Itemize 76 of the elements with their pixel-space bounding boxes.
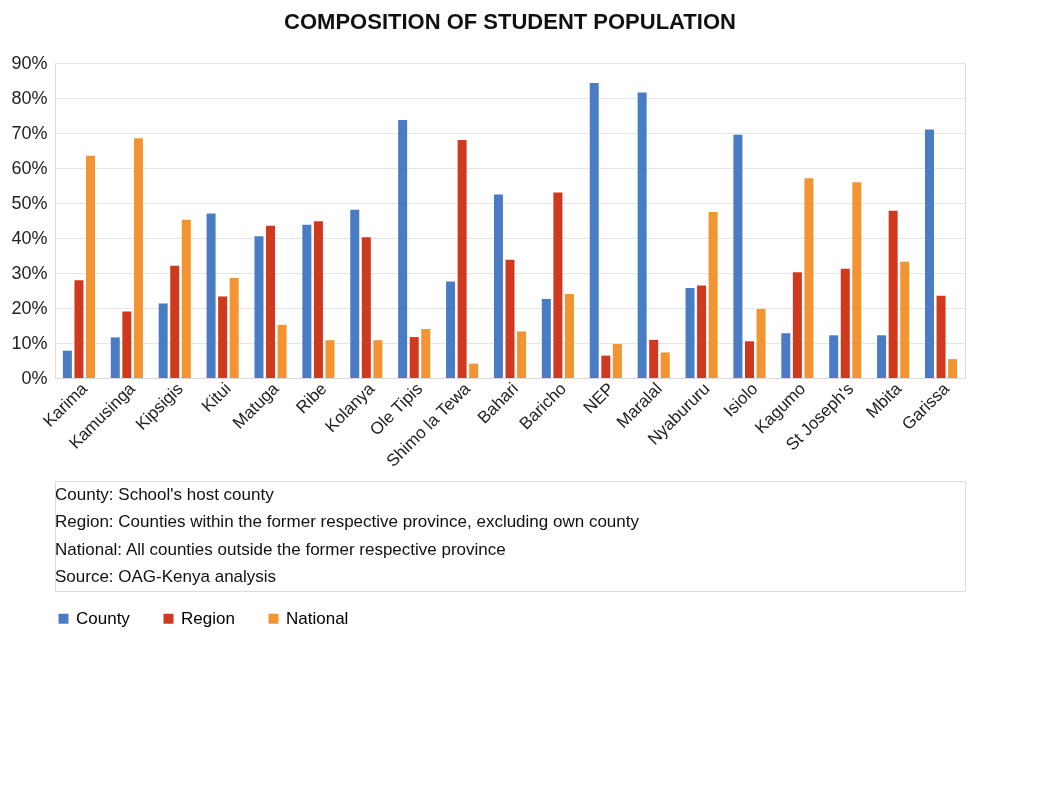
bar: [756, 309, 766, 378]
bar: [660, 352, 670, 378]
bar: [181, 219, 191, 378]
y-tick-label: 90%: [11, 52, 48, 73]
bar: [409, 337, 419, 378]
bar: [62, 350, 72, 378]
bar: [792, 272, 802, 378]
y-tick-label: 50%: [11, 192, 48, 213]
bar: [350, 209, 360, 378]
bar: [829, 335, 839, 378]
text: National: All counties outside the former respective province: [55, 539, 506, 559]
bar: [612, 344, 622, 378]
y-tick-label: 40%: [11, 227, 48, 248]
bar: [948, 359, 958, 378]
bar: [564, 294, 574, 378]
bar: [637, 92, 647, 378]
bar: [313, 221, 323, 378]
bar: [373, 340, 383, 378]
y-tick-label: 80%: [11, 87, 48, 108]
y-tick-label: 60%: [11, 157, 48, 178]
bar: [446, 281, 456, 378]
y-tick-label: 10%: [11, 332, 48, 353]
bar: [229, 277, 239, 378]
bar: [781, 333, 791, 378]
bar: [110, 337, 120, 378]
y-tick-label: 20%: [11, 297, 48, 318]
bar: [361, 237, 371, 378]
bar: [553, 192, 563, 378]
bar: [86, 155, 96, 378]
bar: [421, 329, 431, 378]
bar: [517, 331, 527, 378]
y-tick-label: 0%: [21, 367, 48, 388]
bar: [936, 295, 946, 378]
text: County: School's host county: [55, 484, 275, 504]
legend-label: National: [286, 608, 349, 628]
bar: [840, 268, 850, 378]
bar: [877, 335, 887, 378]
bar: [685, 288, 695, 378]
bar: [649, 339, 659, 378]
bar: [900, 261, 910, 378]
bar: [733, 134, 743, 378]
bar: [505, 259, 515, 378]
y-tick-label: 70%: [11, 122, 48, 143]
bar: [601, 355, 611, 378]
bar: [74, 280, 84, 378]
bar: [852, 182, 862, 378]
bar: [888, 210, 898, 378]
bar: [266, 225, 276, 378]
source-note: Source: OAG-Kenya analysis: [55, 567, 277, 587]
bar: [457, 140, 467, 378]
bar: [170, 265, 180, 378]
bar: [277, 324, 287, 378]
text: Region: Counties within the former respective province, excluding own county: [55, 512, 640, 532]
chart-title: COMPOSITION OF STUDENT POPULATION: [284, 9, 736, 34]
legend-label: County: [76, 608, 131, 628]
bar: [708, 212, 718, 378]
x-tick-label: Ribe: [292, 379, 331, 418]
y-tick-label: 30%: [11, 262, 48, 283]
bar: [158, 303, 168, 378]
bar: [254, 236, 264, 378]
bar: [469, 363, 479, 378]
bar: [924, 129, 934, 378]
bar: [697, 285, 707, 378]
bar: [122, 311, 132, 378]
bar: [493, 194, 503, 378]
bar: [744, 341, 754, 378]
bar: [541, 298, 551, 378]
bar: [589, 82, 599, 378]
bar: [302, 224, 312, 378]
bar: [218, 296, 228, 378]
bar: [398, 120, 408, 378]
bar: [133, 138, 143, 378]
bar: [804, 178, 814, 378]
legend-label: Region: [181, 608, 235, 628]
bar: [206, 213, 216, 378]
bar: [325, 340, 335, 378]
